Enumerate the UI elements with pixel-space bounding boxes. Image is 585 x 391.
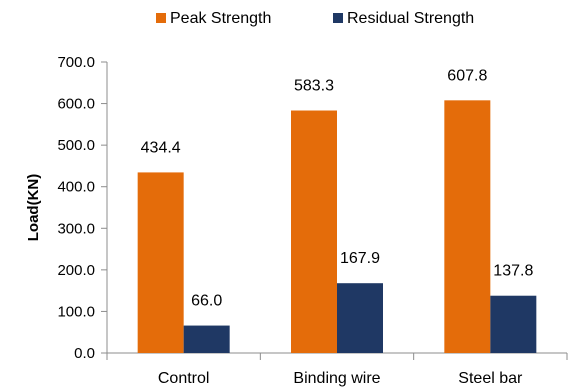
bar-peak-strength: [137, 172, 184, 353]
y-tick-label: 400.0: [57, 179, 95, 196]
data-labels: 434.4 583.3 607.8 66.0 167.9 137.8: [141, 67, 534, 309]
y-axis-title: Load(KN): [25, 174, 42, 242]
bar-peak-strength: [291, 110, 337, 353]
legend-label: Peak Strength: [170, 10, 271, 27]
x-axis: Control Binding wire Steel bar: [106, 352, 568, 387]
data-label: 137.8: [493, 263, 533, 280]
legend-swatch: [156, 13, 166, 23]
x-tick-label: Binding wire: [293, 370, 380, 387]
x-tick-label: Control: [158, 370, 210, 387]
bar-residual-strength: [490, 295, 537, 353]
data-label: 434.4: [141, 139, 181, 156]
x-tick-label: Steel bar: [458, 370, 523, 387]
legend-label: Residual Strength: [347, 10, 474, 27]
bars: [137, 100, 537, 353]
y-tick-label: 100.0: [57, 303, 95, 320]
y-tick-label: 600.0: [57, 96, 95, 113]
bar-residual-strength: [183, 325, 230, 353]
legend-swatch: [333, 13, 343, 23]
data-label: 583.3: [294, 78, 334, 95]
y-tick-label: 300.0: [57, 220, 95, 237]
legend: Peak Strength Residual Strength: [156, 10, 474, 27]
data-label: 66.0: [191, 293, 222, 310]
bar-peak-strength: [444, 100, 491, 353]
data-label: 167.9: [340, 250, 380, 267]
y-axis: 0.0 100.0 200.0 300.0 400.0 500.0 600.0 700.0: [57, 54, 108, 362]
bar-residual-strength: [337, 283, 383, 353]
y-tick-label: 500.0: [57, 137, 95, 154]
data-label: 607.8: [447, 67, 487, 84]
y-tick-label: 0.0: [74, 345, 95, 362]
y-tick-label: 200.0: [57, 262, 95, 279]
y-tick-label: 700.0: [57, 54, 95, 71]
